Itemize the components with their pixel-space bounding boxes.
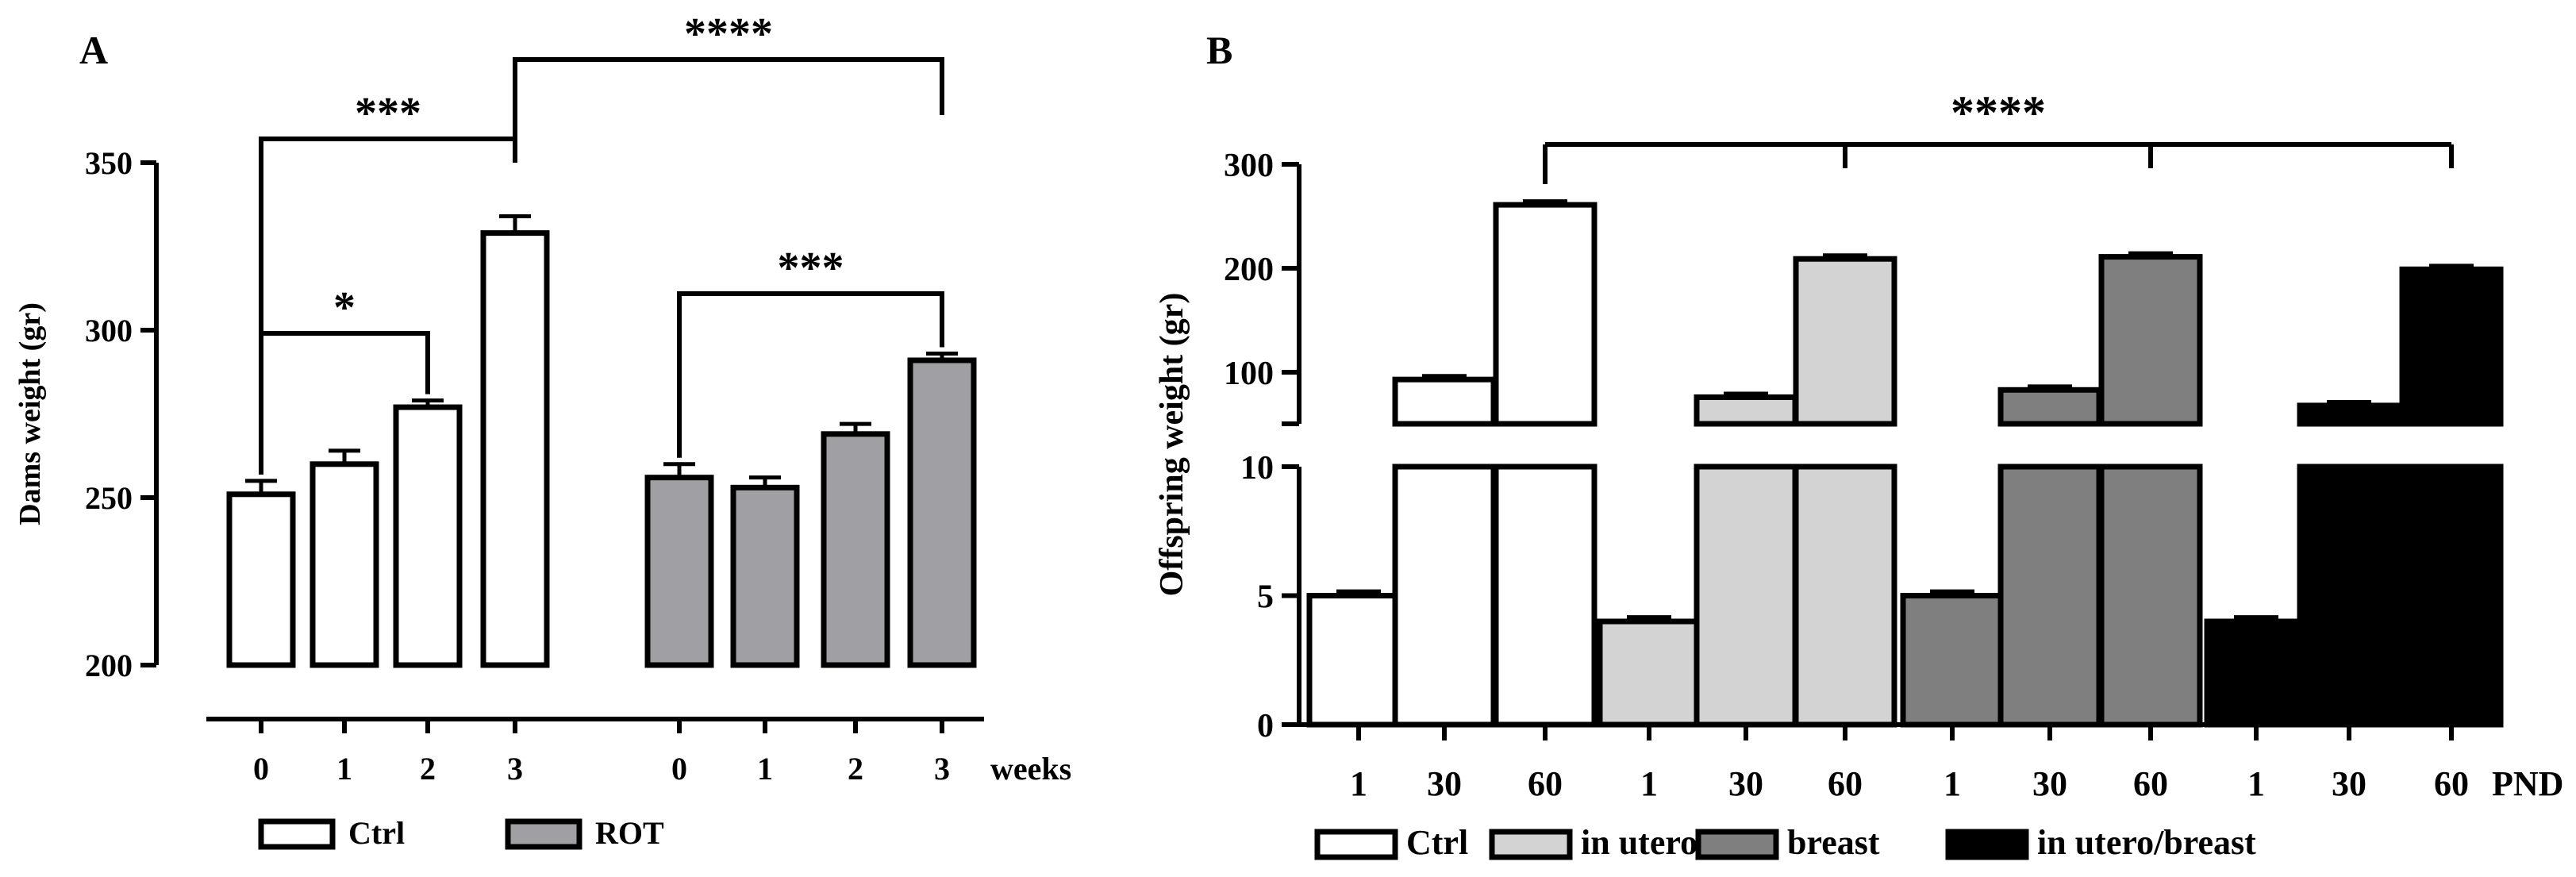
y-axis-label: Offspring weight (gr)	[1154, 293, 1190, 597]
bar-in-utero-pnd-1	[1597, 618, 1701, 728]
bar-ctrl-pnd-60-lower	[1493, 464, 1598, 728]
x-tick-label: 60	[1528, 764, 1563, 803]
significance-bracket	[259, 137, 517, 475]
x-tick-label: 30	[1427, 764, 1462, 803]
y-tick-label: 0	[1257, 708, 1274, 744]
bar-ctrl-week-0	[226, 491, 296, 668]
y-tick-label: 200	[1224, 252, 1274, 288]
legend-swatch-in-utero	[1489, 829, 1573, 860]
y-tick-label: 10	[1240, 450, 1274, 487]
bar-in-utero-breast-pnd-60-lower	[2399, 464, 2504, 728]
bar-ctrl-week-2	[393, 404, 463, 668]
y-tick-label: 200	[85, 648, 133, 683]
x-tick-label: 1	[336, 751, 352, 787]
panel-label-b: B	[1206, 28, 1232, 72]
bar-ctrl-pnd-30-lower	[1392, 464, 1497, 728]
x-tick-label: 30	[2332, 764, 2366, 803]
bar-rot-week-1	[730, 484, 800, 668]
legend-label-breast: breast	[1787, 823, 1880, 862]
x-tick-label: 2	[420, 751, 436, 787]
significance-label: ***	[778, 244, 844, 293]
panel-b-offspring-weight-chart: B Offspring weight (gr) 100 200 300 0 5 10 1 30 60…	[1154, 28, 2563, 862]
x-tick-label: 0	[253, 751, 269, 787]
bar-in-utero-breast-pnd-30-upper	[2297, 402, 2401, 427]
x-tick-label: 1	[2247, 764, 2265, 803]
x-tick-label: 30	[2032, 764, 2067, 803]
x-tick-label: 3	[507, 751, 523, 787]
legend-label-in-utero: in utero	[1581, 823, 1697, 862]
y-tick-label: 300	[1224, 148, 1274, 184]
x-tick-label: 2	[848, 751, 863, 787]
bar-in-utero-breast-pnd-1	[2204, 618, 2309, 728]
legend-swatch-rot	[505, 818, 582, 850]
panel-label-a: A	[79, 28, 108, 72]
legend-label-rot: ROT	[595, 815, 664, 851]
legend-label-ctrl: Ctrl	[1406, 823, 1468, 862]
bar-in-utero-breast-pnd-30-lower	[2297, 464, 2401, 728]
bar-in-utero-pnd-60-lower	[1793, 464, 1897, 728]
significance-label: ****	[684, 10, 773, 59]
y-tick-label: 250	[85, 480, 133, 516]
x-tick-label: 1	[757, 751, 773, 787]
significance-label: ****	[1951, 87, 2046, 139]
legend-swatch-breast	[1695, 829, 1779, 860]
x-axis-label: weeks	[990, 751, 1071, 787]
significance-label: ***	[355, 89, 421, 138]
bar-breast-pnd-60-lower	[2098, 464, 2203, 728]
bar-ctrl-pnd-30-upper	[1392, 376, 1497, 427]
panel-a-dams-weight-chart: A Dams weight (gr) 200 250 300 350 0 1 2 3 0 1 2 3 wee…	[13, 10, 1071, 851]
bar-rot-week-0	[644, 475, 714, 668]
x-tick-label: 60	[2434, 764, 2469, 803]
bar-breast-pnd-1	[1900, 593, 2005, 728]
x-axis-label: PND	[2492, 764, 2563, 803]
significance-bracket	[513, 57, 944, 139]
x-tick-label: 1	[1944, 764, 1961, 803]
legend-label-ctrl: Ctrl	[348, 815, 405, 851]
x-tick-label: 60	[1828, 764, 1863, 803]
x-tick-label: 0	[671, 751, 687, 787]
legend-swatch-in-utero-breast	[1945, 829, 2029, 860]
bar-in-utero-pnd-30-lower	[1694, 464, 1798, 728]
bar-rot-week-3	[907, 357, 977, 668]
x-tick-label: 3	[934, 751, 950, 787]
significance-bracket	[677, 291, 944, 458]
y-axis-label: Dams weight (gr)	[13, 302, 47, 525]
bar-in-utero-breast-pnd-60-upper	[2399, 266, 2504, 427]
bar-ctrl-week-3	[480, 230, 550, 668]
y-tick-label: 100	[1224, 356, 1274, 392]
x-tick-label: 1	[1350, 764, 1367, 803]
bar-rot-week-2	[821, 431, 890, 668]
x-tick-label: 30	[1728, 764, 1763, 803]
bar-breast-pnd-30-upper	[1997, 387, 2102, 427]
significance-label: *	[333, 283, 356, 333]
y-tick-label: 350	[85, 145, 133, 181]
bar-in-utero-pnd-60-upper	[1793, 256, 1897, 427]
bar-breast-pnd-60-upper	[2098, 254, 2203, 427]
x-tick-label: 60	[2133, 764, 2168, 803]
bar-in-utero-pnd-30-upper	[1694, 394, 1798, 427]
legend-swatch-ctrl	[258, 818, 336, 850]
bar-breast-pnd-30-lower	[1997, 464, 2102, 728]
legend-label-in-utero-breast: in utero/breast	[2037, 823, 2256, 862]
y-tick-label: 5	[1257, 579, 1274, 616]
y-tick-label: 300	[85, 313, 133, 348]
legend-swatch-ctrl	[1314, 829, 1398, 860]
x-tick-label: 1	[1640, 764, 1658, 803]
bar-ctrl-pnd-60-upper	[1493, 202, 1598, 427]
bar-ctrl-week-1	[310, 461, 379, 668]
